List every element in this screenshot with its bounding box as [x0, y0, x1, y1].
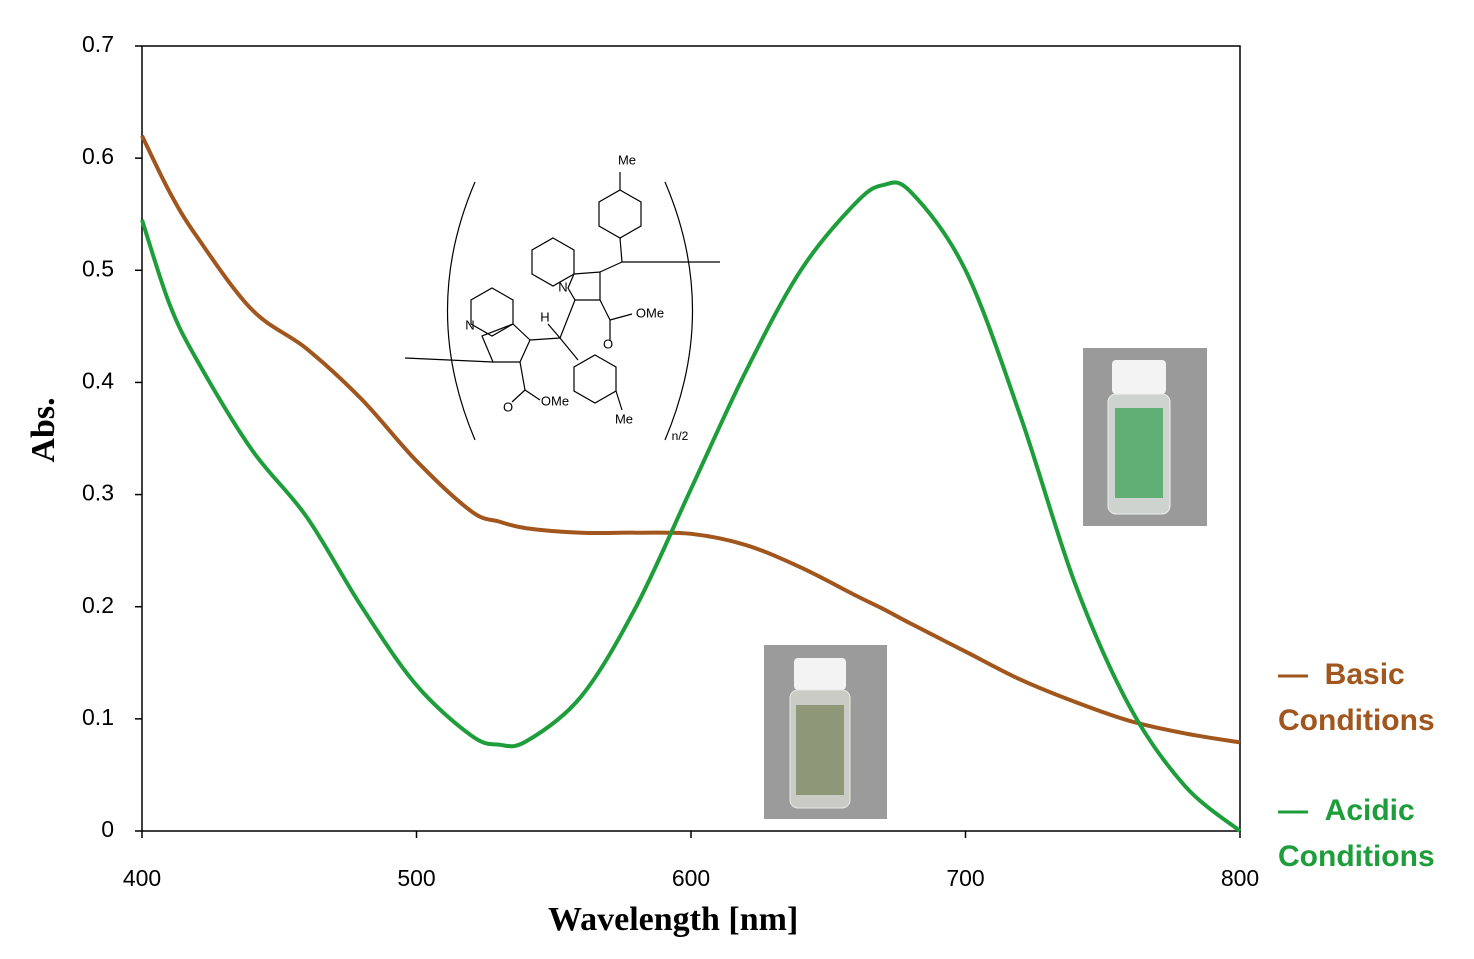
x-tick-label: 600 [672, 865, 710, 891]
bond [511, 389, 526, 403]
legend-label: Acidic Conditions [1278, 794, 1435, 873]
x-axis-label: Wavelength [nm] [548, 901, 798, 938]
bond [559, 299, 576, 339]
bond [559, 337, 579, 361]
structure-label: OMe [541, 393, 569, 408]
vial-cap [1112, 360, 1166, 394]
ring [531, 237, 575, 287]
bond [547, 323, 561, 339]
structure-label: O [603, 336, 613, 351]
y-tick-label: 0.4 [82, 368, 114, 394]
plot-frame [141, 45, 1241, 832]
x-tick-label: 700 [946, 865, 984, 891]
y-tick-label: 0.2 [82, 592, 114, 618]
legend-entry: — Acidic Conditions [1278, 788, 1458, 880]
structure-label: O [503, 399, 513, 414]
vial-cap [794, 658, 846, 690]
y-tick-label: 0.1 [82, 704, 114, 730]
y-axis-label: Abs. [25, 397, 62, 462]
y-tick-label: 0.5 [82, 255, 114, 281]
bond [404, 357, 494, 363]
vial-photo [764, 645, 887, 819]
legend-line: — [1278, 794, 1325, 827]
bracket [446, 181, 476, 441]
bond [529, 337, 561, 341]
bracket [664, 181, 694, 441]
structure-label: N [558, 279, 567, 294]
structure-label: N [465, 317, 474, 332]
bond [519, 361, 526, 391]
ring [481, 323, 531, 363]
bond [524, 389, 541, 401]
structure-label: n/2 [672, 429, 689, 443]
series-line [140, 180, 1242, 833]
ring [598, 189, 642, 239]
ring [567, 271, 601, 301]
structure-label: Me [618, 152, 636, 167]
y-tick-label: 0.7 [82, 31, 114, 57]
bond [599, 261, 623, 273]
vial-photo [1083, 348, 1207, 526]
bond [619, 237, 623, 263]
x-tick-label: 800 [1221, 865, 1259, 891]
bond [609, 313, 633, 321]
vial-content [1115, 408, 1163, 498]
y-tick-label: 0.6 [82, 143, 114, 169]
structure-label: Me [615, 411, 633, 426]
y-tick-label: 0.3 [82, 480, 114, 506]
y-tick-label: 0 [101, 816, 114, 842]
ring [470, 287, 514, 337]
x-tick-label: 400 [123, 865, 161, 891]
structure-label: OMe [636, 305, 664, 320]
legend-line: — [1278, 658, 1325, 691]
vial-content [796, 705, 844, 795]
legend-entry: — Basic Conditions [1278, 652, 1458, 744]
ring [573, 354, 617, 404]
bond [599, 299, 611, 321]
structure-label: H [540, 309, 549, 324]
x-tick-label: 500 [397, 865, 435, 891]
bond [615, 390, 623, 411]
legend-label: Basic Conditions [1278, 658, 1435, 737]
series-line [140, 134, 1241, 745]
